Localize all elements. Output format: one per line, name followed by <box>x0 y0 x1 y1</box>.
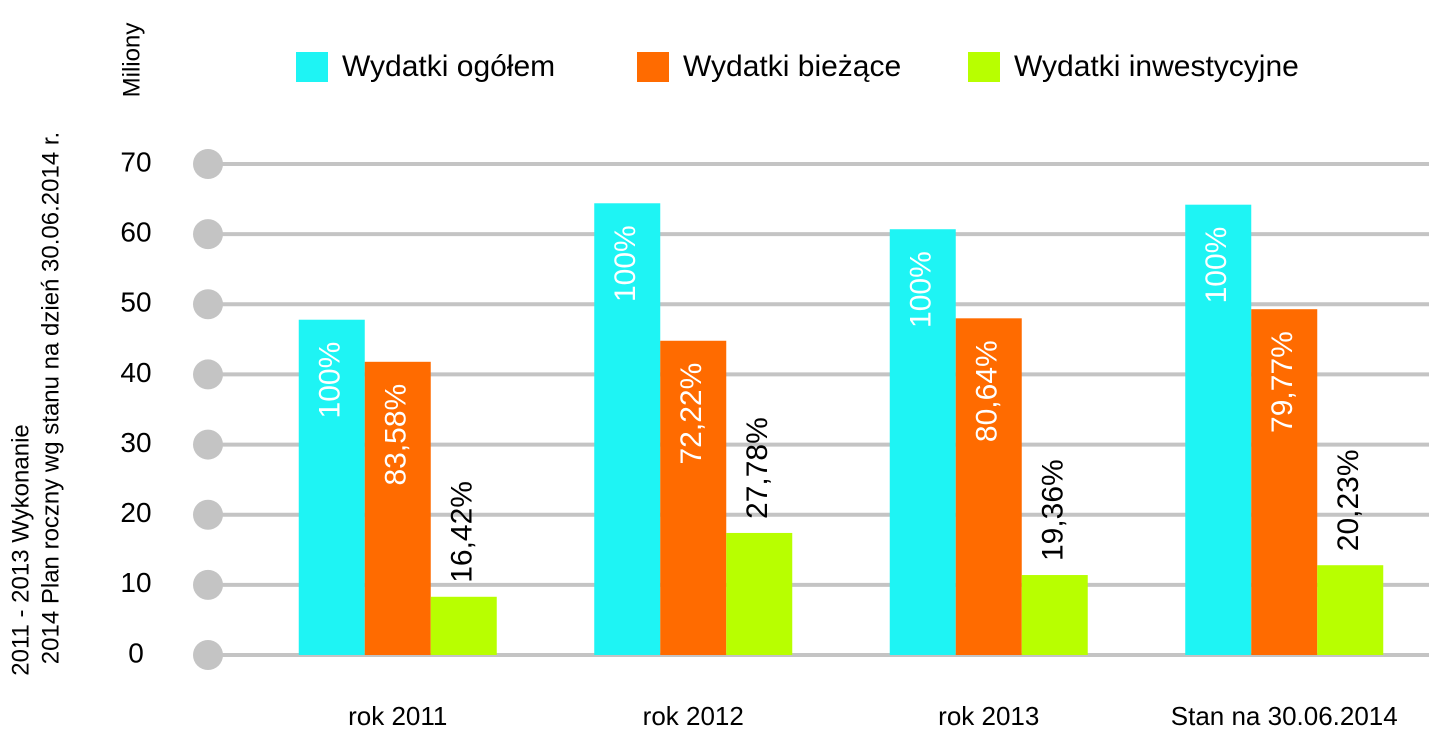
bar <box>1251 309 1318 655</box>
legend-swatch <box>296 52 328 82</box>
y-tick-label: 60 <box>120 217 151 248</box>
bar <box>1185 204 1252 655</box>
legend-label: Wydatki bieżące <box>683 50 901 83</box>
data-label: 79,77% <box>1266 331 1299 433</box>
tick-dot <box>193 219 223 250</box>
x-tick-label: Stan na 30.06.2014 <box>1171 701 1398 729</box>
data-label: 27,78% <box>741 417 774 519</box>
bar <box>889 229 956 656</box>
bar <box>1317 565 1384 655</box>
bar <box>955 318 1022 655</box>
x-tick-label: rok 2011 <box>348 701 447 729</box>
bar <box>726 532 793 655</box>
data-label: 80,64% <box>971 340 1004 442</box>
y-tick-label: 30 <box>120 427 151 458</box>
legend-label: Wydatki inwestycyjne <box>1014 50 1299 83</box>
tick-dot <box>193 429 223 460</box>
data-label: 19,36% <box>1037 459 1070 561</box>
x-tick-label: rok 2012 <box>643 701 744 729</box>
bar <box>364 361 431 655</box>
tick-dot <box>193 359 223 390</box>
data-label: 20,23% <box>1332 449 1365 551</box>
side-note: 2014 Plan roczny wg stanu na dzień 30.06… <box>37 132 64 664</box>
legend-swatch <box>637 52 669 82</box>
x-tick-label: rok 2013 <box>938 701 1039 729</box>
data-label: 16,42% <box>446 481 479 583</box>
data-label: 100% <box>1200 227 1233 304</box>
bar <box>660 340 727 655</box>
bar <box>594 203 661 655</box>
bar <box>298 319 365 655</box>
y-tick-label: 10 <box>120 567 151 598</box>
data-label: 100% <box>609 225 642 302</box>
data-label: 100% <box>905 251 938 328</box>
y-tick-label: 40 <box>120 357 151 388</box>
y-tick-label: 0 <box>128 637 144 668</box>
tick-dot <box>193 289 223 320</box>
tick-dot <box>193 569 223 600</box>
y-axis-label: Miliony <box>118 23 145 98</box>
legend-swatch <box>968 52 1000 82</box>
data-label: 72,22% <box>675 363 708 465</box>
data-label: 83,58% <box>380 384 413 486</box>
tick-dot <box>193 149 223 179</box>
bar <box>1021 575 1088 655</box>
y-tick-label: 50 <box>120 287 151 318</box>
bar <box>430 596 497 655</box>
data-label: 100% <box>314 342 347 419</box>
y-tick-label: 70 <box>120 146 151 177</box>
side-note: 2011 - 2013 Wykonanie <box>7 424 34 676</box>
tick-dot <box>193 640 223 670</box>
y-tick-label: 20 <box>120 497 151 528</box>
legend-label: Wydatki ogółem <box>342 50 555 83</box>
tick-dot <box>193 499 223 530</box>
